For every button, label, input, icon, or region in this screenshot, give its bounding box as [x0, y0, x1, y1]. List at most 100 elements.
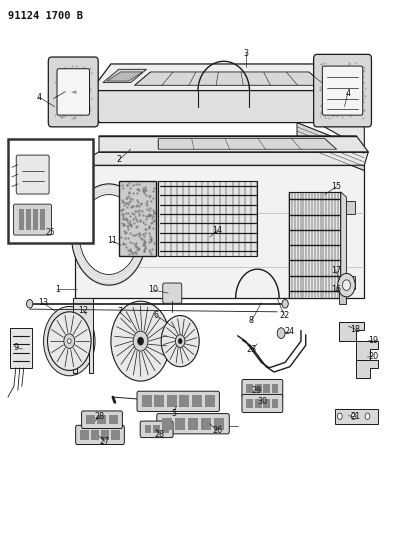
Text: 20: 20: [368, 352, 378, 360]
Point: [62, 91, 69, 99]
Point: [345, 75, 351, 83]
Point: [346, 69, 353, 77]
Point: [123, 243, 129, 251]
Point: [339, 108, 345, 116]
Text: 23: 23: [246, 345, 257, 353]
Bar: [154, 395, 164, 407]
Point: [333, 105, 339, 114]
Point: [359, 68, 365, 76]
Point: [120, 198, 126, 206]
Text: 27: 27: [100, 437, 110, 446]
Bar: [8, 139, 93, 243]
Point: [126, 197, 133, 206]
Point: [318, 107, 325, 116]
Point: [120, 221, 127, 229]
Point: [69, 62, 76, 70]
Point: [142, 225, 148, 233]
Point: [141, 189, 147, 197]
Point: [56, 99, 63, 107]
Bar: [119, 181, 156, 256]
Point: [347, 80, 354, 88]
Point: [357, 92, 364, 101]
Point: [120, 215, 126, 223]
Point: [141, 238, 147, 247]
Point: [136, 245, 143, 253]
Point: [73, 62, 79, 70]
Point: [345, 108, 351, 117]
Point: [122, 234, 128, 243]
Point: [358, 80, 365, 89]
Point: [120, 198, 126, 206]
Point: [129, 209, 135, 217]
Circle shape: [79, 195, 139, 274]
Point: [358, 64, 365, 72]
Point: [352, 94, 358, 103]
Polygon shape: [341, 192, 346, 304]
Point: [65, 77, 72, 86]
FancyBboxPatch shape: [76, 425, 124, 445]
Point: [143, 191, 149, 200]
Point: [60, 112, 67, 120]
Point: [119, 181, 125, 189]
Point: [351, 76, 358, 85]
Text: 19: 19: [368, 336, 378, 344]
Point: [68, 105, 74, 114]
Point: [320, 77, 326, 85]
Polygon shape: [356, 341, 378, 360]
Point: [124, 215, 131, 224]
Bar: [40, 209, 45, 230]
Point: [318, 101, 325, 110]
Point: [131, 213, 138, 222]
Point: [82, 68, 88, 76]
Point: [146, 237, 152, 246]
Point: [146, 222, 152, 230]
Point: [67, 109, 74, 118]
Text: 91124 1700 B: 91124 1700 B: [8, 11, 83, 21]
Point: [346, 74, 352, 82]
Point: [60, 95, 67, 104]
Point: [142, 185, 148, 193]
Point: [62, 112, 68, 120]
Point: [356, 80, 363, 89]
Bar: [97, 415, 107, 424]
Point: [130, 202, 137, 211]
Point: [330, 86, 336, 94]
Point: [63, 83, 69, 91]
Point: [124, 181, 131, 190]
Point: [80, 83, 86, 92]
Point: [56, 100, 63, 109]
Point: [119, 206, 125, 214]
Point: [67, 82, 73, 91]
Point: [61, 62, 68, 71]
Bar: [201, 418, 211, 430]
Point: [331, 89, 337, 98]
Point: [336, 102, 342, 111]
Point: [361, 106, 367, 114]
Text: 17: 17: [331, 266, 341, 275]
Bar: [33, 209, 38, 230]
Point: [145, 212, 151, 220]
Text: 21: 21: [350, 413, 361, 421]
Point: [151, 217, 157, 225]
Polygon shape: [103, 69, 147, 83]
Circle shape: [111, 301, 170, 381]
Point: [127, 193, 133, 202]
Point: [126, 188, 132, 197]
Circle shape: [343, 280, 350, 290]
FancyBboxPatch shape: [13, 204, 51, 235]
Point: [319, 73, 325, 82]
Point: [325, 76, 331, 85]
Point: [330, 72, 336, 81]
Point: [84, 83, 90, 91]
Point: [76, 104, 82, 112]
Point: [83, 96, 89, 105]
Point: [134, 188, 141, 197]
Point: [141, 236, 148, 244]
Point: [143, 215, 149, 224]
Point: [337, 77, 343, 86]
Point: [65, 101, 71, 110]
Point: [120, 239, 126, 248]
Point: [88, 69, 94, 77]
Point: [360, 66, 367, 74]
FancyBboxPatch shape: [157, 414, 229, 434]
